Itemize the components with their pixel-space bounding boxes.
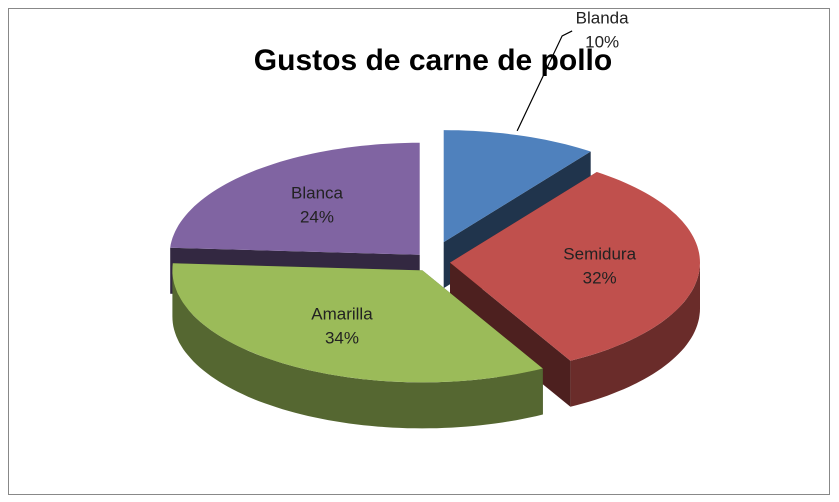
slice-side bbox=[570, 262, 700, 407]
data-label-name: Semidura bbox=[563, 244, 636, 263]
data-label-value: 34% bbox=[325, 329, 359, 348]
slice bbox=[172, 263, 543, 383]
data-label-value: 24% bbox=[300, 207, 334, 226]
chart-title: Gustos de carne de pollo bbox=[254, 44, 612, 77]
slice bbox=[450, 172, 700, 361]
data-label-value: 10% bbox=[585, 32, 619, 51]
slice bbox=[170, 142, 420, 255]
data-label-name: Blanda bbox=[576, 8, 629, 27]
slice bbox=[172, 263, 543, 429]
data-label-name: Amarilla bbox=[311, 305, 373, 324]
data-label-value: 32% bbox=[583, 268, 617, 287]
data-label-name: Blanca bbox=[291, 183, 344, 202]
leader-line bbox=[516, 30, 573, 132]
slice-side bbox=[172, 270, 543, 429]
slice bbox=[443, 130, 591, 243]
